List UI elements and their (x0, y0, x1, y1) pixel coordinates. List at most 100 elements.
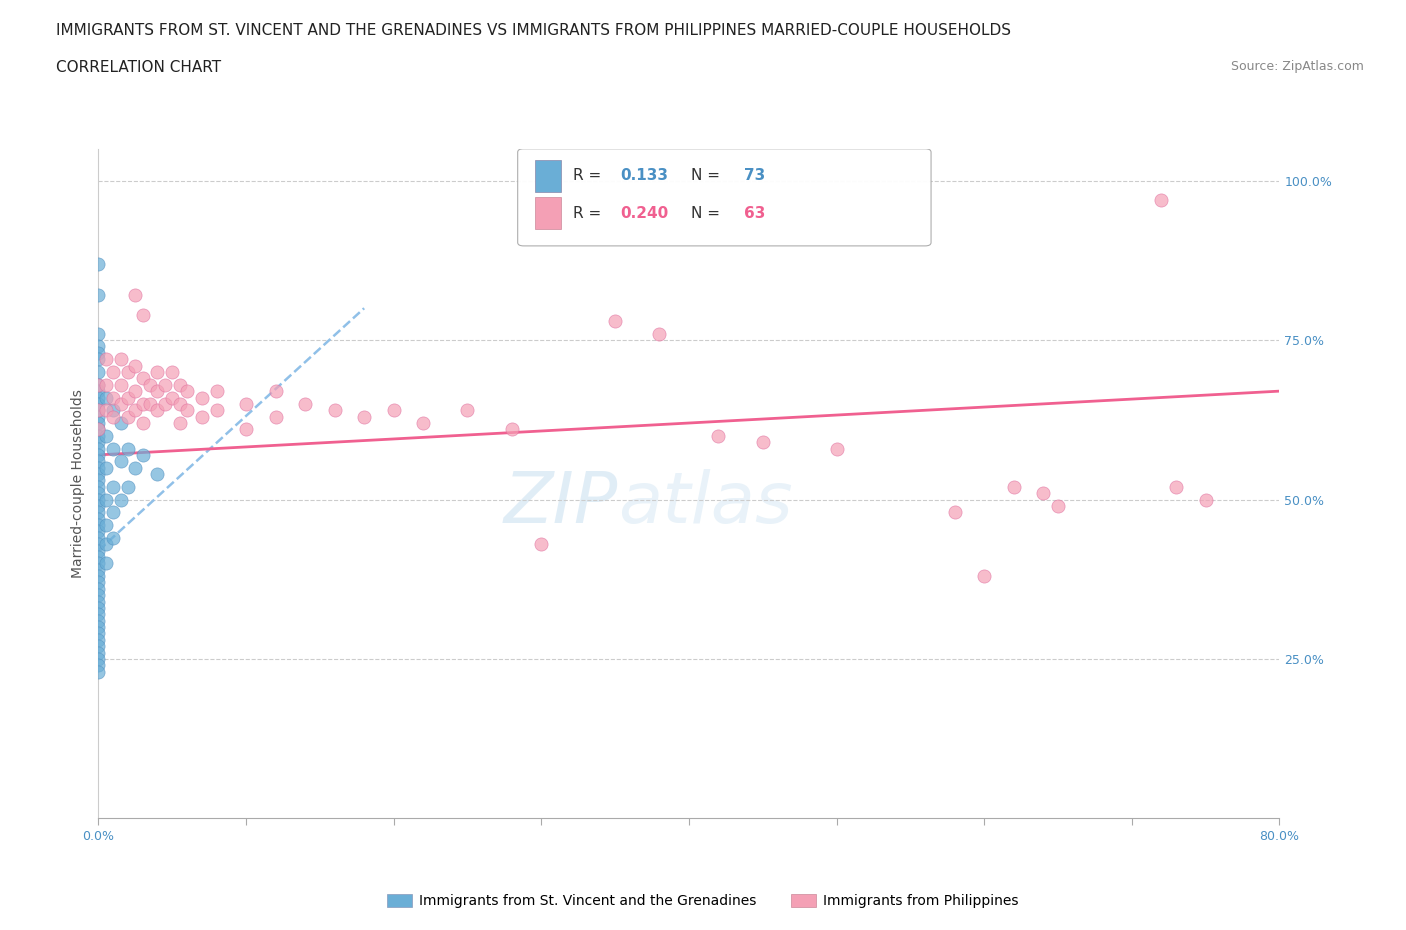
Point (132, 371, 155, 386)
Point (117, 365, 139, 379)
Point (124, 384, 146, 399)
Point (146, 467, 169, 482)
Point (648, 326, 671, 341)
Point (87, 416, 110, 431)
Point (87, 601, 110, 616)
Point (87, 403, 110, 418)
Point (87, 568, 110, 583)
Point (103, 441, 125, 456)
Point (205, 384, 228, 399)
Point (87, 537, 110, 551)
Point (1195, 492, 1218, 507)
Point (110, 454, 132, 469)
Point (235, 422, 257, 437)
Point (353, 409, 375, 424)
Point (117, 441, 139, 456)
Point (87, 505, 110, 520)
Point (87, 384, 110, 399)
Point (205, 403, 228, 418)
Text: atlas: atlas (619, 470, 793, 538)
Point (456, 403, 478, 418)
Point (94, 492, 117, 507)
Point (87, 479, 110, 494)
Point (110, 352, 132, 366)
Point (87, 365, 110, 379)
Text: 73: 73 (744, 168, 766, 183)
Point (132, 416, 155, 431)
Point (103, 365, 125, 379)
Point (87, 652, 110, 667)
Point (87, 581, 110, 596)
Point (103, 505, 125, 520)
Point (294, 396, 316, 411)
Point (87, 498, 110, 513)
Point (87, 378, 110, 392)
Point (94, 390, 117, 405)
Point (87, 434, 110, 449)
Point (87, 632, 110, 647)
Point (264, 409, 287, 424)
Point (605, 313, 627, 328)
Text: IMMIGRANTS FROM ST. VINCENT AND THE GRENADINES VS IMMIGRANTS FROM PHILIPPINES MA: IMMIGRANTS FROM ST. VINCENT AND THE GREN… (56, 23, 1011, 38)
Point (87, 645, 110, 660)
Point (176, 403, 198, 418)
Text: N =: N = (692, 206, 725, 220)
Point (1002, 479, 1025, 494)
Text: ZIP: ZIP (503, 470, 619, 538)
Point (973, 568, 995, 583)
Point (87, 441, 110, 456)
Point (87, 326, 110, 341)
Point (87, 524, 110, 538)
FancyBboxPatch shape (517, 149, 931, 246)
Text: 0.240: 0.240 (620, 206, 669, 220)
Point (1164, 479, 1187, 494)
Text: CORRELATION CHART: CORRELATION CHART (56, 60, 221, 75)
Point (87, 664, 110, 679)
Point (87, 288, 110, 303)
Point (87, 378, 110, 392)
Point (87, 447, 110, 462)
Point (153, 378, 176, 392)
Point (87, 485, 110, 500)
Point (87, 422, 110, 437)
Point (87, 518, 110, 533)
Point (825, 441, 848, 456)
Point (94, 403, 117, 418)
Point (751, 434, 773, 449)
Text: Source: ZipAtlas.com: Source: ZipAtlas.com (1230, 60, 1364, 73)
Point (943, 505, 966, 520)
Point (117, 390, 139, 405)
Text: N =: N = (692, 168, 725, 183)
Text: R =: R = (574, 206, 606, 220)
Point (87, 390, 110, 405)
Point (94, 556, 117, 571)
Point (87, 339, 110, 354)
Point (146, 384, 169, 399)
Point (169, 416, 191, 431)
Point (87, 409, 110, 424)
Point (1150, 193, 1173, 207)
Text: 63: 63 (744, 206, 766, 220)
Point (87, 396, 110, 411)
Point (132, 307, 155, 322)
Point (176, 384, 198, 399)
Point (124, 460, 146, 475)
Point (94, 537, 117, 551)
Point (110, 416, 132, 431)
Point (87, 556, 110, 571)
Point (153, 396, 176, 411)
FancyBboxPatch shape (536, 160, 561, 192)
Point (146, 403, 169, 418)
Point (530, 537, 553, 551)
Point (94, 518, 117, 533)
Point (103, 530, 125, 545)
Point (94, 460, 117, 475)
FancyBboxPatch shape (536, 197, 561, 229)
Point (94, 352, 117, 366)
Point (191, 390, 214, 405)
Y-axis label: Married-couple Households: Married-couple Households (72, 389, 86, 578)
Point (501, 422, 523, 437)
Point (103, 479, 125, 494)
Point (87, 473, 110, 488)
Point (146, 365, 169, 379)
